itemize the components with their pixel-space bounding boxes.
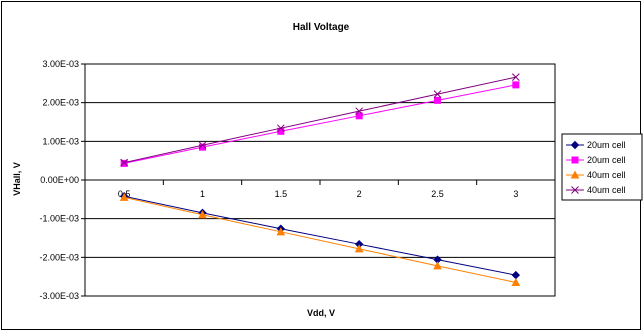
y-axis-title: VHall, V — [12, 162, 22, 196]
series-4-point — [120, 158, 129, 167]
series-4-point — [198, 141, 207, 150]
series-2-point — [277, 127, 285, 135]
legend-marker — [571, 186, 579, 194]
marker-stroke — [511, 73, 520, 82]
series-2-point — [434, 96, 441, 104]
y-tick-label: -2.00E-03 — [39, 252, 79, 262]
legend-entry: 20um cell — [587, 140, 626, 150]
series-4-point — [276, 124, 285, 133]
series-2-line — [124, 84, 516, 164]
marker-stroke — [198, 141, 207, 150]
series-3-point — [198, 210, 207, 219]
x-tick-label: 2.5 — [431, 189, 444, 199]
legend-marker — [570, 170, 580, 179]
series-3-point — [511, 277, 521, 286]
chart-title: Hall Voltage — [293, 22, 350, 33]
y-tick-label: 1.00E-03 — [42, 136, 79, 146]
legend-entry: 40um cell — [587, 185, 626, 195]
series-3-point — [354, 244, 364, 253]
y-tick-label: -3.00E-03 — [39, 291, 79, 301]
series-4-point — [433, 90, 442, 99]
legend-marker — [571, 156, 579, 164]
marker-stroke — [120, 158, 129, 167]
marker-stroke — [433, 90, 442, 99]
x-tick-label: 3 — [513, 189, 518, 199]
legend-marker — [570, 140, 580, 150]
series-2-point — [199, 143, 206, 151]
marker-stroke — [571, 186, 579, 194]
series-3-line — [124, 196, 516, 283]
series-4-point — [511, 73, 520, 82]
x-axis-title: Vdd, V — [307, 308, 335, 318]
x-tick-label: 2 — [357, 189, 362, 199]
y-tick-label: 3.00E-03 — [42, 59, 79, 69]
y-tick-label: 2.00E-03 — [42, 98, 79, 108]
legend-entry: 40um cell — [587, 170, 626, 180]
series-2-point — [355, 112, 363, 120]
x-tick-label: 1 — [200, 189, 205, 199]
marker-stroke — [355, 107, 364, 116]
series-3-point — [433, 261, 442, 270]
series-1-point — [511, 270, 521, 280]
series-4-line — [124, 76, 516, 164]
series-3-point — [276, 227, 286, 236]
legend-entry: 20um cell — [587, 155, 626, 165]
y-tick-label: 0.00E+00 — [40, 175, 79, 185]
marker-stroke — [276, 124, 285, 133]
y-tick-label: -1.00E-03 — [39, 214, 79, 224]
series-2-point — [120, 159, 128, 167]
series-2-point — [512, 81, 520, 89]
series-3-point — [119, 192, 129, 201]
series-4-point — [355, 107, 364, 116]
x-tick-label: 1.5 — [275, 189, 288, 199]
series-1-line — [124, 195, 516, 276]
